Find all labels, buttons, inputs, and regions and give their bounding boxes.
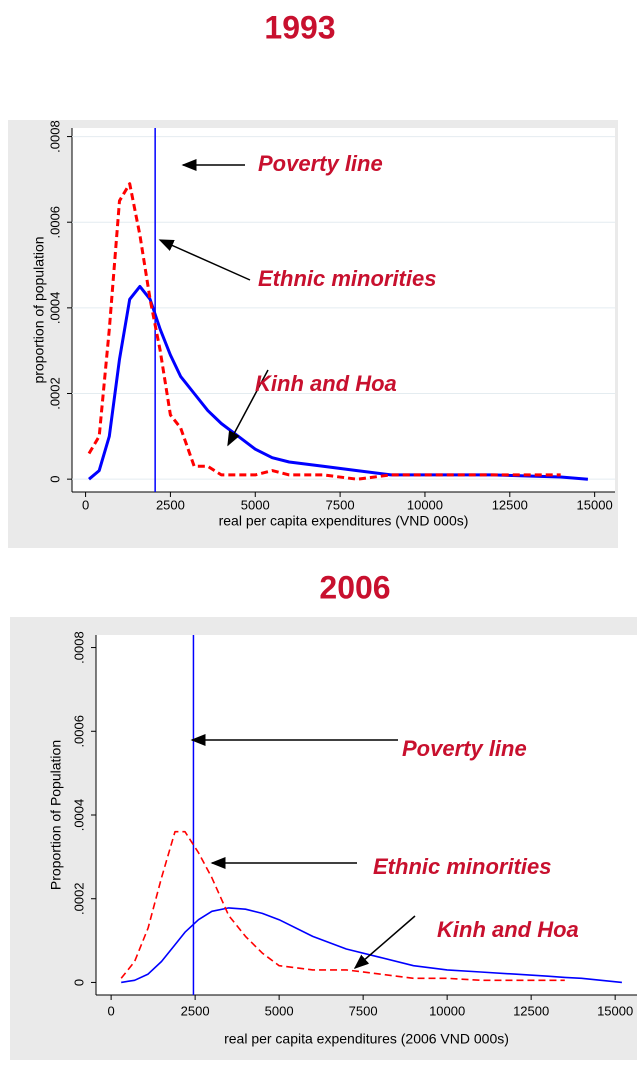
x-tick-label: 10000: [407, 497, 443, 512]
y-tick-label: .0004: [47, 292, 62, 325]
y-tick-label: .0008: [47, 120, 62, 153]
y-tick-label: 0: [71, 979, 86, 986]
x-tick-label: 2500: [156, 497, 185, 512]
annotation: Kinh and Hoa: [437, 917, 579, 942]
y-tick-label: .0006: [47, 206, 62, 239]
annotation-arrow: [353, 915, 416, 969]
x-tick-label: 15000: [597, 1003, 633, 1018]
x-tick-label: 7500: [349, 1003, 378, 1018]
x-tick-label: 5000: [241, 497, 270, 512]
annotation-arrow: [158, 239, 251, 281]
plot-area: [72, 128, 615, 492]
y-tick-label: .0002: [47, 377, 62, 410]
plot-area: [96, 635, 637, 995]
x-tick-label: 7500: [326, 497, 355, 512]
y-tick-label: .0002: [71, 882, 86, 915]
x-tick-label: 0: [82, 497, 89, 512]
series-line: [120, 830, 565, 982]
y-tick-label: 0: [47, 476, 62, 483]
series-line: [87, 182, 561, 481]
y-tick-label: .0008: [71, 631, 86, 664]
x-tick-label: 10000: [429, 1003, 465, 1018]
x-axis-label: real per capita expenditures (VND 000s): [219, 513, 469, 529]
chart-title: 2006: [319, 569, 390, 605]
x-tick-label: 2500: [181, 1003, 210, 1018]
annotation: Ethnic minorities: [373, 854, 551, 879]
y-axis-label: Proportion of Population: [48, 740, 64, 890]
y-axis-label: proportion of population: [31, 236, 47, 383]
annotation: Kinh and Hoa: [255, 371, 397, 396]
series-line: [121, 907, 622, 984]
y-tick-label: .0004: [71, 799, 86, 832]
chart-title: 1993: [264, 9, 335, 45]
annotation-arrow: [227, 369, 269, 447]
x-tick-label: 0: [108, 1003, 115, 1018]
x-tick-label: 5000: [265, 1003, 294, 1018]
annotation: Ethnic minorities: [258, 266, 436, 291]
x-tick-label: 12500: [492, 497, 528, 512]
annotation: Poverty line: [258, 151, 383, 176]
annotation: Poverty line: [402, 736, 527, 761]
x-axis-label: real per capita expenditures (2006 VND 0…: [224, 1031, 509, 1047]
x-tick-label: 15000: [577, 497, 613, 512]
y-tick-label: .0006: [71, 715, 86, 748]
x-tick-label: 12500: [513, 1003, 549, 1018]
